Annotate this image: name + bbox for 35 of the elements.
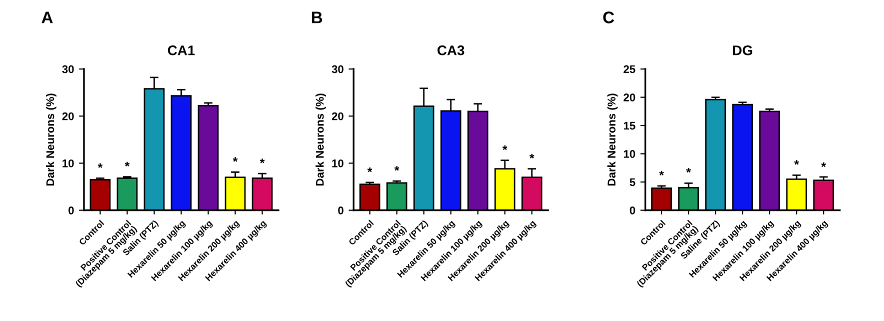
y-tick-label: 25 — [624, 65, 636, 74]
y-tick-label: 10 — [624, 150, 636, 158]
y-tick-label: 10 — [62, 159, 74, 168]
annotation: * — [821, 162, 826, 167]
y-tick-label: 20 — [332, 112, 344, 120]
annotation: * — [529, 154, 534, 159]
y-tick-label: 5 — [630, 178, 636, 186]
text: A — [42, 12, 53, 24]
y-axis-title: Dark Neurons (%) — [46, 94, 56, 186]
y-axis-title: Dark Neurons (%) — [607, 94, 618, 186]
y-tick-label: 30 — [62, 65, 74, 74]
annotation: * — [794, 160, 799, 165]
y-tick-label: 30 — [332, 65, 344, 74]
y-tick-label: 15 — [624, 122, 636, 130]
chart-title: CA1 — [168, 45, 195, 56]
y-tick-label: 20 — [624, 94, 636, 102]
y-tick-label: 20 — [62, 112, 74, 120]
annotation: * — [124, 162, 130, 167]
y-tick-label: 0 — [68, 206, 74, 214]
annotation: * — [686, 168, 691, 173]
y-axis-title: Dark Neurons (%) — [316, 94, 326, 186]
annotation: * — [659, 170, 664, 176]
annotation: * — [98, 163, 103, 168]
y-tick-label: 0 — [630, 206, 636, 214]
chart-title: DG — [733, 45, 752, 56]
annotation: * — [502, 145, 508, 150]
annotation: * — [260, 158, 265, 164]
text: C — [603, 12, 614, 24]
y-tick-label: 0 — [338, 206, 344, 214]
annotation: * — [367, 168, 372, 172]
text: B — [312, 12, 322, 24]
y-tick-label: 10 — [332, 159, 344, 168]
annotation: * — [394, 166, 400, 171]
chart-title: CA3 — [438, 45, 464, 56]
annotation: * — [232, 157, 238, 162]
